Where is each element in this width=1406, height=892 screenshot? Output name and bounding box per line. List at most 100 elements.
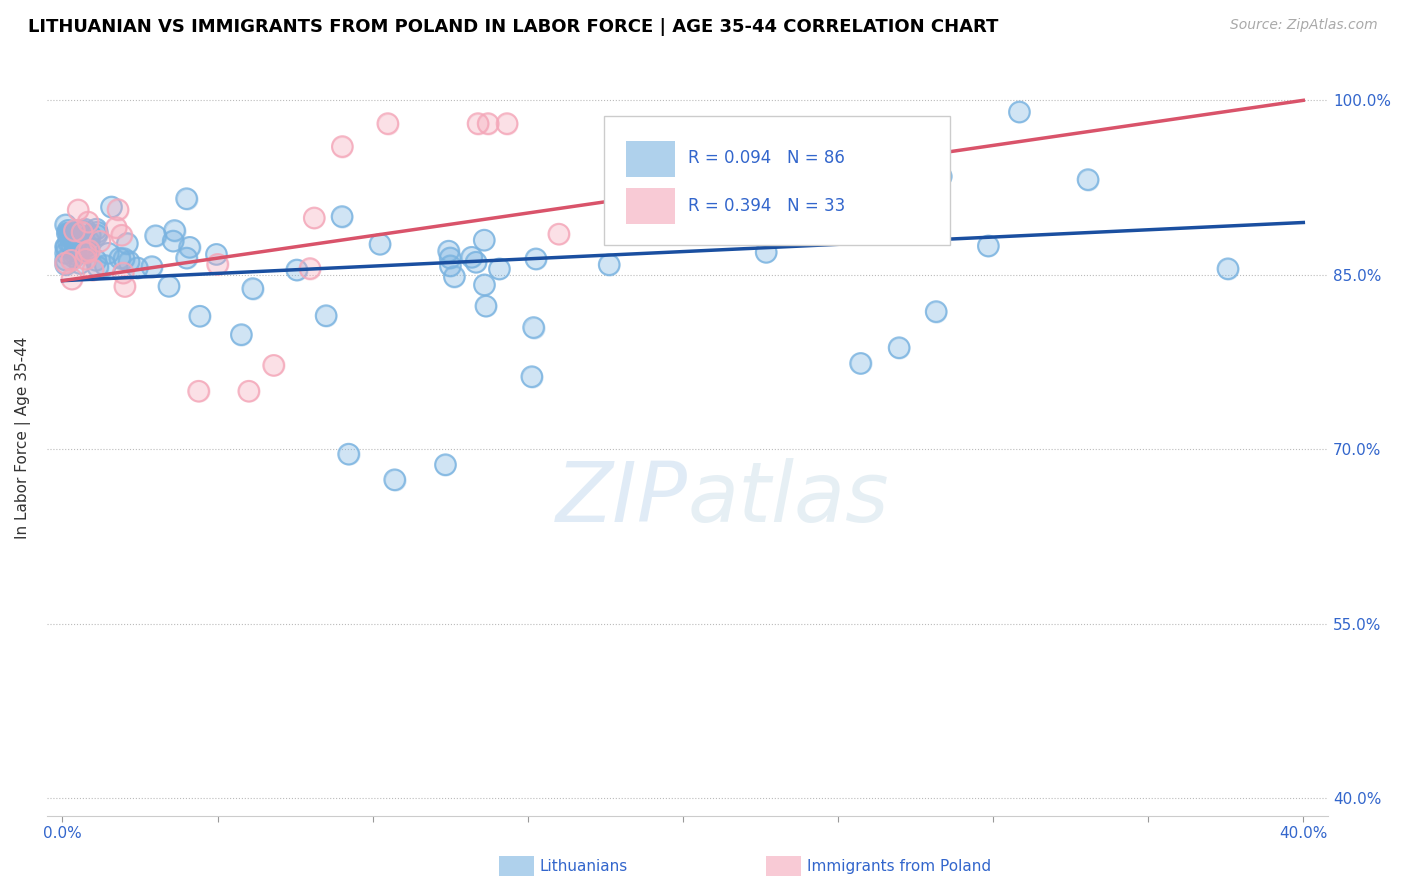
Point bbox=[330, 139, 353, 153]
Point bbox=[734, 163, 756, 178]
Point bbox=[55, 258, 77, 272]
Point bbox=[887, 341, 910, 355]
Point bbox=[63, 223, 86, 237]
Point bbox=[929, 169, 952, 184]
Point bbox=[105, 220, 128, 235]
Point bbox=[97, 246, 120, 260]
Point bbox=[925, 304, 948, 318]
Point bbox=[889, 204, 911, 219]
Point bbox=[69, 256, 91, 270]
Point bbox=[77, 215, 100, 229]
Point bbox=[734, 163, 756, 178]
Text: Immigrants from Poland: Immigrants from Poland bbox=[807, 859, 991, 873]
Text: Source: ZipAtlas.com: Source: ZipAtlas.com bbox=[1230, 18, 1378, 32]
Point bbox=[330, 210, 353, 224]
Point bbox=[100, 200, 122, 214]
Point bbox=[108, 252, 131, 266]
Point bbox=[443, 269, 465, 284]
Point bbox=[65, 227, 87, 241]
Point bbox=[437, 244, 460, 259]
Point bbox=[315, 309, 337, 323]
Point bbox=[474, 277, 496, 292]
Point bbox=[112, 266, 135, 280]
Point bbox=[77, 238, 100, 252]
Point bbox=[105, 220, 128, 235]
Point bbox=[207, 257, 229, 271]
Point bbox=[298, 261, 321, 276]
Y-axis label: In Labor Force | Age 35-44: In Labor Force | Age 35-44 bbox=[15, 336, 31, 539]
Point bbox=[188, 310, 211, 324]
Point bbox=[524, 252, 547, 266]
Point bbox=[82, 263, 104, 277]
Point bbox=[118, 254, 141, 268]
Point bbox=[72, 242, 94, 256]
Point bbox=[187, 384, 209, 399]
Point bbox=[62, 250, 84, 264]
Point bbox=[55, 240, 77, 254]
Point bbox=[641, 198, 664, 212]
Point bbox=[1216, 261, 1239, 276]
Point bbox=[60, 272, 83, 286]
Point bbox=[1077, 172, 1099, 186]
Bar bbox=[626, 141, 675, 177]
Bar bbox=[626, 188, 675, 225]
Point bbox=[59, 230, 82, 244]
Point bbox=[63, 223, 86, 237]
Point bbox=[55, 246, 77, 260]
Point bbox=[163, 223, 186, 237]
Point bbox=[827, 140, 849, 154]
Point bbox=[157, 279, 180, 293]
Point bbox=[460, 250, 482, 264]
Point bbox=[496, 117, 519, 131]
Point bbox=[58, 227, 80, 242]
Point bbox=[69, 244, 91, 259]
Point bbox=[86, 225, 108, 239]
Text: Lithuanians: Lithuanians bbox=[540, 859, 628, 873]
Point bbox=[60, 236, 83, 251]
Point bbox=[65, 241, 87, 255]
Point bbox=[304, 211, 326, 225]
Point bbox=[65, 227, 87, 241]
Point bbox=[285, 263, 308, 277]
Point bbox=[75, 245, 97, 260]
Point bbox=[117, 236, 139, 251]
Point bbox=[523, 320, 546, 334]
Point bbox=[73, 224, 96, 238]
Point bbox=[108, 252, 131, 266]
Text: LITHUANIAN VS IMMIGRANTS FROM POLAND IN LABOR FORCE | AGE 35-44 CORRELATION CHAR: LITHUANIAN VS IMMIGRANTS FROM POLAND IN … bbox=[28, 18, 998, 36]
Point bbox=[75, 245, 97, 260]
Point bbox=[59, 227, 82, 241]
Point bbox=[929, 169, 952, 184]
Point bbox=[827, 140, 849, 154]
Point bbox=[79, 244, 101, 258]
Point bbox=[477, 117, 499, 131]
Point bbox=[205, 247, 228, 261]
Point bbox=[55, 252, 77, 267]
Point bbox=[65, 244, 87, 259]
Point bbox=[298, 261, 321, 276]
Point bbox=[107, 202, 129, 217]
Point bbox=[56, 223, 79, 237]
Point bbox=[127, 260, 149, 275]
Point bbox=[205, 247, 228, 261]
Point bbox=[77, 215, 100, 229]
Point bbox=[141, 260, 163, 274]
Point bbox=[475, 299, 498, 313]
Point bbox=[75, 252, 97, 267]
Point bbox=[59, 227, 82, 241]
Point bbox=[112, 252, 135, 266]
Point bbox=[242, 282, 264, 296]
Point bbox=[231, 327, 253, 342]
Point bbox=[118, 254, 141, 268]
Point bbox=[86, 227, 108, 242]
Point bbox=[62, 250, 84, 264]
Point bbox=[176, 192, 198, 206]
Point bbox=[55, 252, 77, 267]
Point bbox=[55, 258, 77, 272]
Point bbox=[285, 263, 308, 277]
Point bbox=[114, 279, 136, 293]
Point bbox=[55, 256, 77, 270]
Point bbox=[207, 257, 229, 271]
Point bbox=[889, 204, 911, 219]
Point bbox=[176, 251, 198, 265]
